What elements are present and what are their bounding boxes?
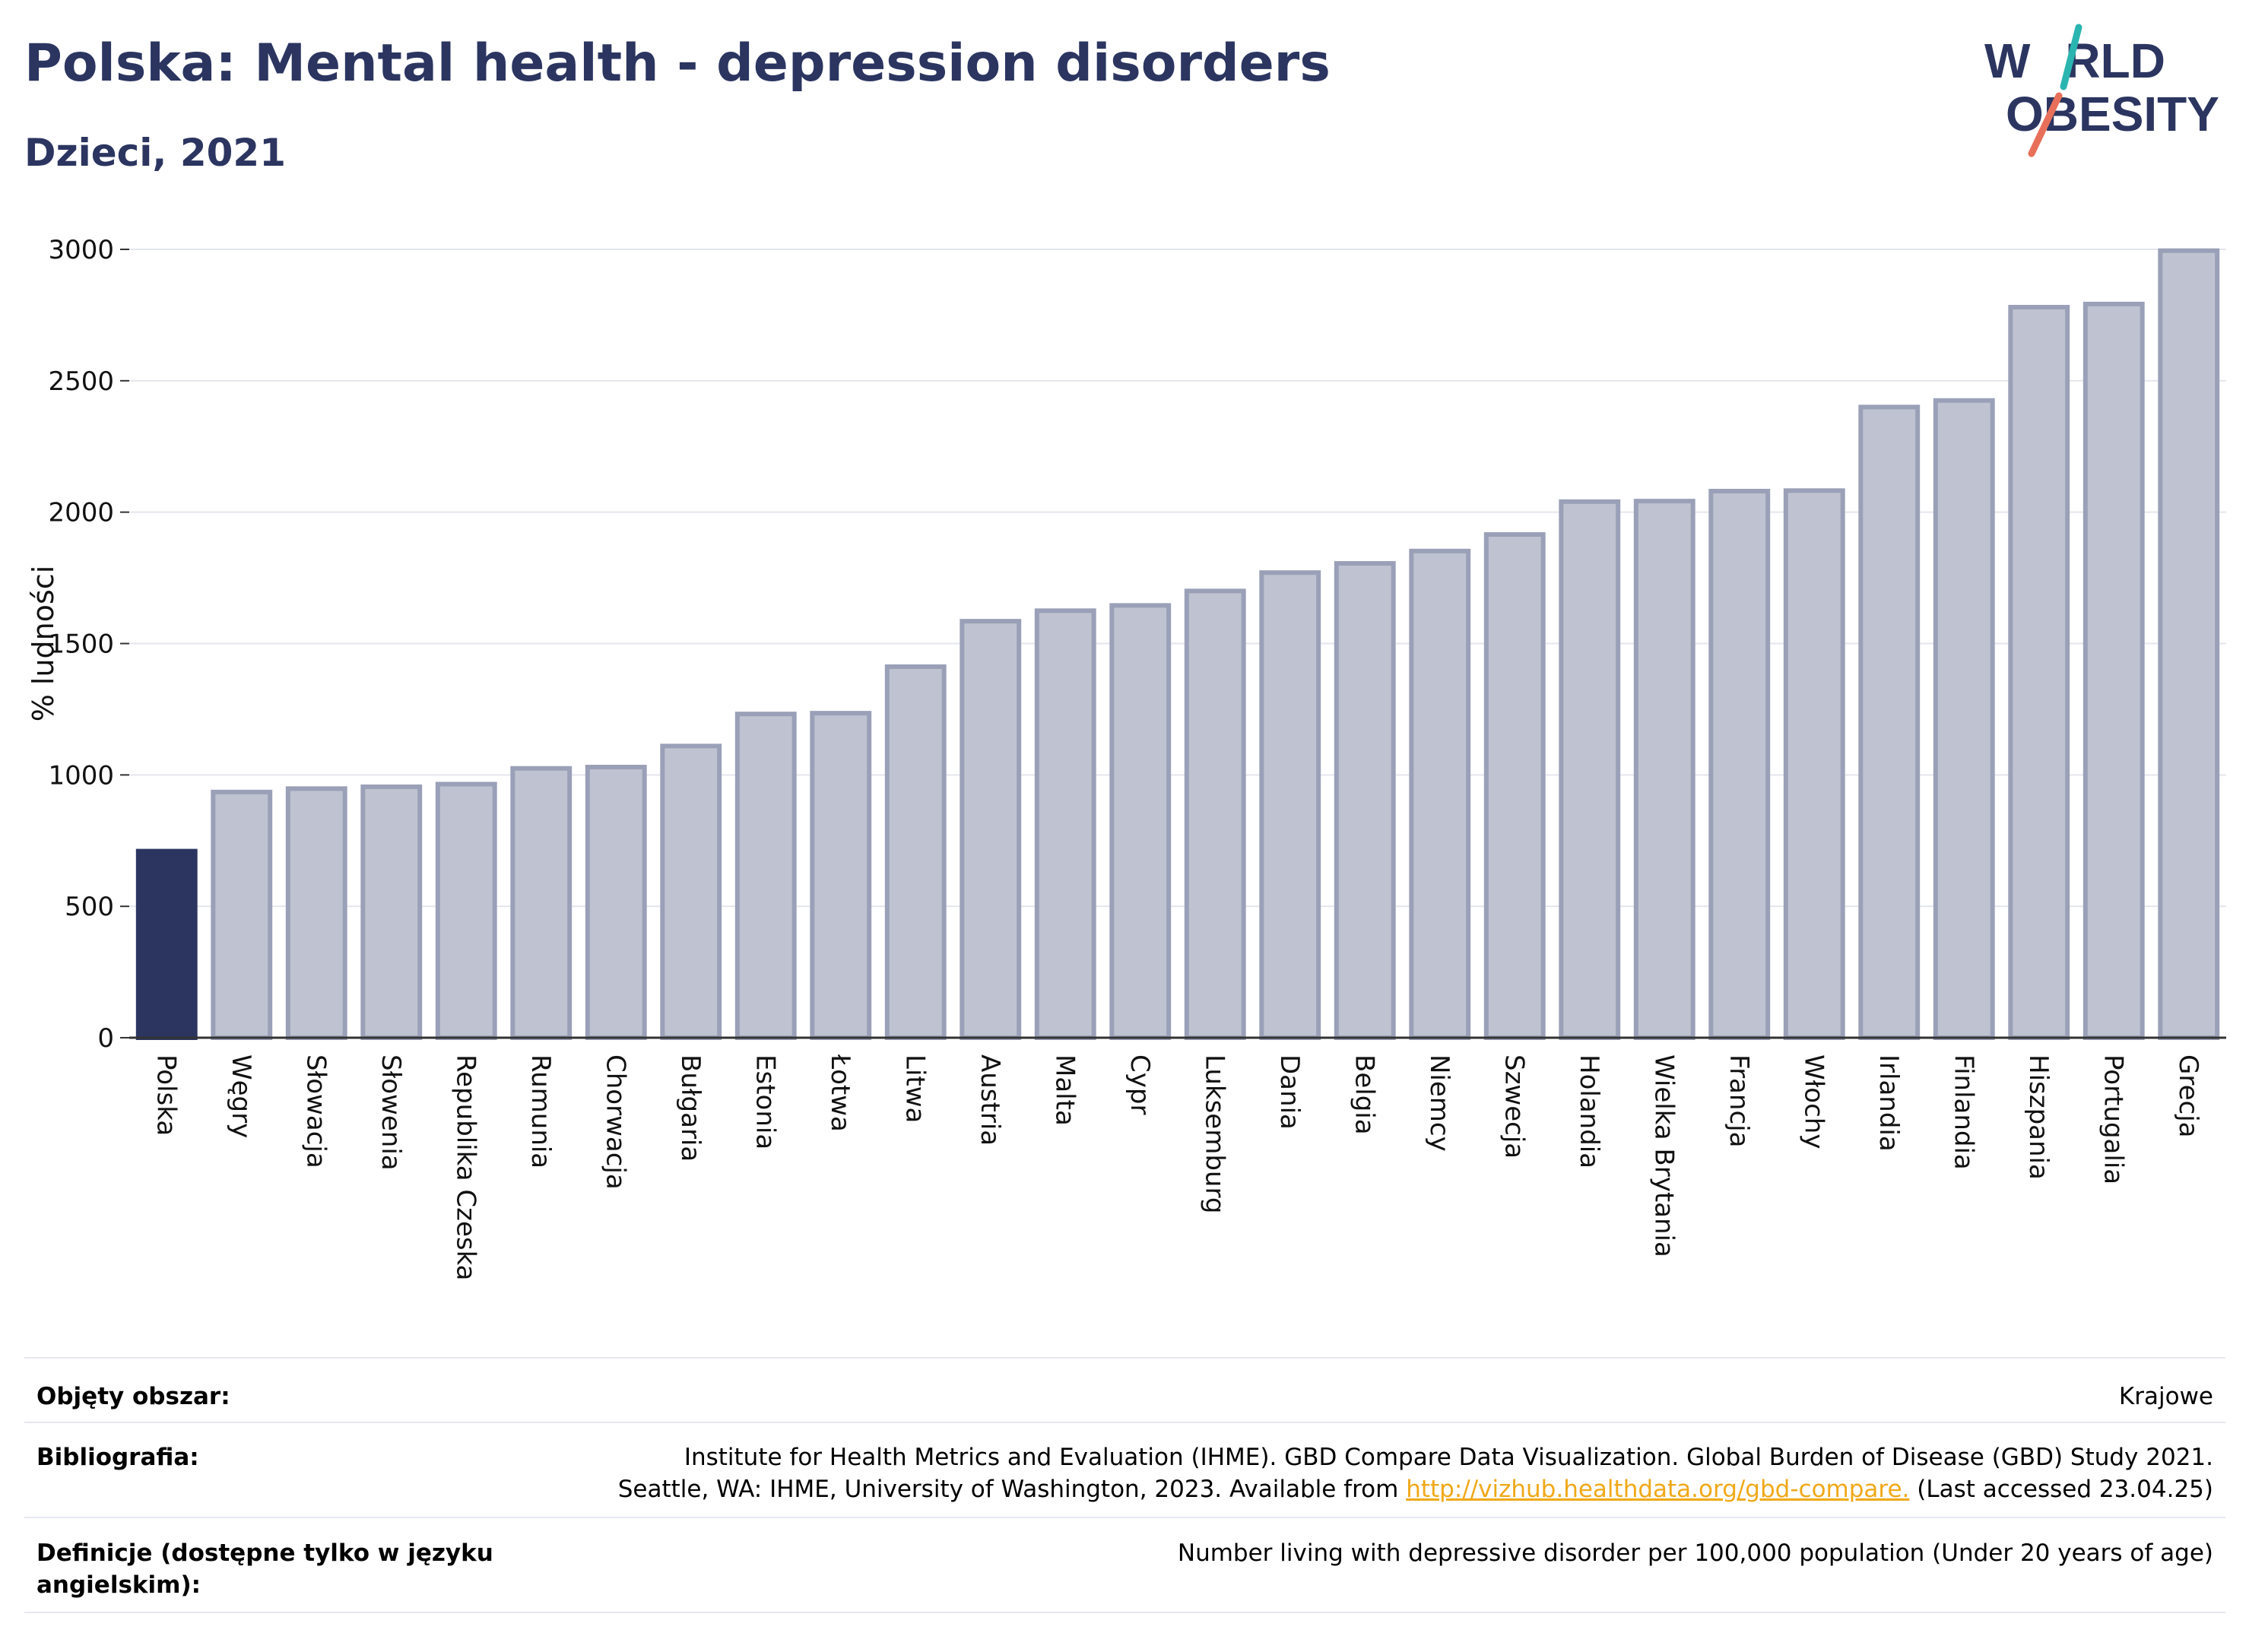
bar-23	[1783, 488, 1845, 1040]
bar-10	[810, 711, 872, 1041]
x-tick-label: Łotwa	[825, 1054, 855, 1132]
bar-11	[884, 664, 947, 1040]
x-tick-label: Grecja	[2173, 1054, 2203, 1137]
bar-chart: 0 500 1000 1500 2000 2500 3000 % ludności Polska…	[27, 235, 2226, 1281]
coverage-label: Objęty obszar:	[36, 1383, 230, 1410]
x-tick-label: Cypr	[1124, 1054, 1155, 1115]
x-tick-label: Austria	[975, 1054, 1005, 1146]
page-title: Polska: Mental health - depression disor…	[24, 33, 1331, 94]
bar-22	[1708, 489, 1771, 1040]
bar-26	[2008, 305, 2070, 1040]
world-obesity-logo: W RLD OBESITY	[1984, 24, 2219, 157]
x-tick-label: Rumunia	[525, 1054, 556, 1168]
y-axis-label: % ludności	[27, 566, 60, 722]
x-tick-label: Litwa	[899, 1054, 930, 1123]
page-subtitle: Dzieci, 2021	[24, 131, 286, 175]
x-tick-label: Dania	[1274, 1054, 1305, 1130]
bar-24	[1858, 404, 1921, 1040]
x-tick-label: Republika Czeska	[450, 1054, 481, 1281]
bar-9	[734, 712, 797, 1040]
x-tick-label: Polska	[151, 1054, 181, 1136]
x-tick-label: Słowacja	[300, 1054, 331, 1168]
x-tick-label: Finlandia	[1948, 1054, 1978, 1170]
bibliography-line1: Institute for Health Metrics and Evaluat…	[684, 1444, 2213, 1471]
x-tick-label: Niemcy	[1424, 1054, 1454, 1152]
meta-divider	[24, 1612, 2225, 1613]
bar-28	[2158, 248, 2220, 1040]
x-tick-label: Bułgaria	[675, 1054, 706, 1162]
x-tick-label: Francja	[1724, 1054, 1754, 1147]
bar-7	[585, 764, 647, 1040]
bar-18	[1409, 548, 1471, 1040]
definitions-label: Definicje (dostępne tylko w języku angie…	[36, 1539, 493, 1599]
meta-divider	[24, 1357, 2225, 1359]
bar-4	[360, 784, 423, 1040]
x-tick-label: Estonia	[750, 1054, 780, 1149]
definitions-value: Number living with depressive disorder p…	[1177, 1539, 2213, 1567]
x-tick-label: Malta	[1049, 1054, 1080, 1126]
y-tick-label: 1000	[48, 760, 114, 791]
bar-3	[285, 786, 347, 1040]
x-tick-label: Belgia	[1349, 1054, 1379, 1135]
bibliography-value: Institute for Health Metrics and Evaluat…	[541, 1441, 2213, 1505]
bar-14	[1109, 603, 1172, 1040]
bar-27	[2082, 301, 2145, 1040]
bar-5	[435, 782, 497, 1040]
bar-1	[135, 848, 198, 1040]
meta-divider	[24, 1422, 2225, 1423]
bibliography-link[interactable]: http://vizhub.healthdata.org/gbd-compare…	[1406, 1476, 1910, 1503]
y-tick-label: 0	[97, 1023, 114, 1054]
bar-13	[1034, 608, 1096, 1040]
bar-15	[1184, 588, 1246, 1040]
y-tick-label: 500	[65, 892, 114, 922]
bar-20	[1559, 499, 1621, 1040]
x-tick-label: Szwecja	[1499, 1054, 1529, 1159]
bar-16	[1259, 570, 1321, 1040]
bar-6	[510, 766, 573, 1040]
x-tick-label: Portugalia	[2098, 1054, 2128, 1184]
y-tick-label: 2000	[48, 498, 114, 528]
bibliography-line2: Seattle, WA: IHME, University of Washing…	[617, 1476, 2213, 1503]
x-tick-label: Słowenia	[376, 1054, 406, 1171]
bibliography-label: Bibliografia:	[36, 1444, 199, 1471]
bar-2	[211, 789, 273, 1040]
y-tick-label: 3000	[48, 235, 114, 265]
y-tick-label: 1500	[48, 629, 114, 660]
x-tick-label: Hiszpania	[2023, 1054, 2054, 1180]
bar-25	[1933, 398, 1995, 1040]
bar-8	[660, 744, 722, 1040]
x-tick-label: Luksemburg	[1199, 1054, 1229, 1213]
bar-17	[1334, 561, 1396, 1040]
bar-19	[1483, 532, 1546, 1040]
bar-12	[960, 619, 1022, 1040]
x-tick-label: Węgry	[226, 1054, 256, 1138]
x-tick-label: Chorwacja	[600, 1054, 630, 1190]
x-tick-label: Holandia	[1574, 1054, 1604, 1168]
meta-divider	[24, 1517, 2225, 1518]
coverage-value: Krajowe	[2118, 1383, 2213, 1410]
y-tick-label: 2500	[48, 366, 114, 397]
bar-21	[1633, 499, 1695, 1040]
x-tick-label: Irlandia	[1873, 1054, 1904, 1152]
x-tick-label: Włochy	[1798, 1054, 1829, 1149]
x-tick-label: Wielka Brytania	[1648, 1054, 1679, 1257]
